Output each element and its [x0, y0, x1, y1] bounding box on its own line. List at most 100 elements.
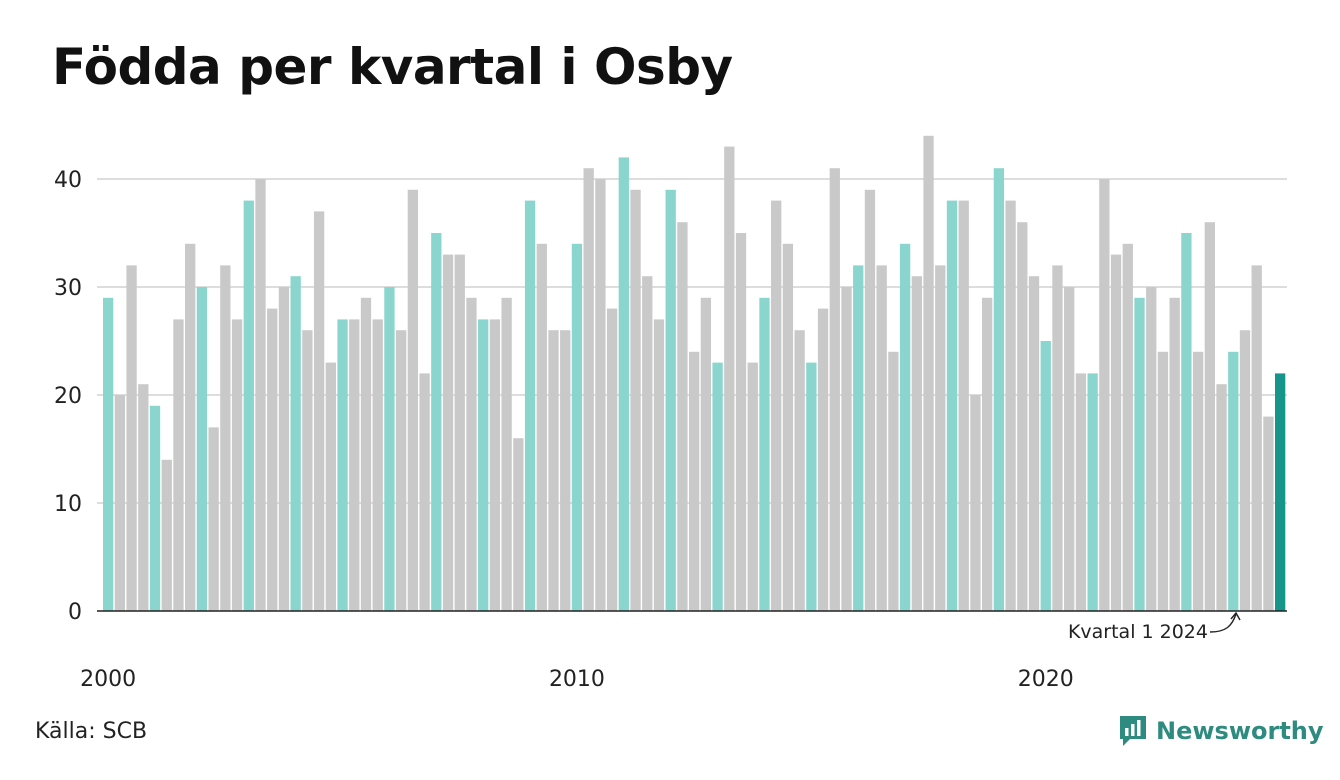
- bar-2020-q3: [1064, 287, 1075, 611]
- bar-2000-q1: [103, 297, 114, 611]
- bar-2014-q2: [771, 200, 782, 611]
- bar-2024-q1: [1228, 351, 1239, 611]
- axes: 2000 2010 2020: [80, 610, 1287, 692]
- bar-2008-q2: [489, 319, 501, 611]
- bar-2020-q1: [1040, 341, 1051, 611]
- bar-2007-q1: [431, 233, 442, 611]
- bar-2013-q2: [724, 146, 735, 611]
- y-tick-label: 10: [54, 492, 82, 517]
- bar-2017-q2: [911, 276, 922, 611]
- bar-2018-q2: [958, 200, 969, 611]
- bar-2003-q2: [255, 179, 266, 611]
- bar-2021-q3: [1110, 254, 1122, 611]
- bar-2015-q4: [841, 287, 852, 611]
- bar-2012-q3: [689, 351, 700, 611]
- bar-2012-q4: [700, 297, 712, 611]
- bar-2009-q4: [560, 330, 571, 611]
- bar-2004-q4: [325, 362, 336, 611]
- bar-2008-q1: [478, 319, 489, 611]
- bar-2024-q2: [1239, 330, 1251, 611]
- bar-2009-q1: [524, 200, 536, 611]
- bar-2003-q3: [267, 308, 278, 611]
- bar-2016-q1: [853, 265, 864, 611]
- bar-2002-q2: [208, 427, 219, 611]
- y-tick-label: 30: [54, 276, 82, 301]
- chart-title: Födda per kvartal i Osby: [52, 38, 733, 96]
- bar-2021-q4: [1122, 243, 1133, 612]
- annotation-arrowhead: [1230, 611, 1241, 621]
- bar-2008-q3: [501, 297, 512, 611]
- x-tick-label: 2020: [1018, 667, 1074, 692]
- annotation-arrow: [1209, 613, 1237, 633]
- bar-2017-q1: [899, 243, 911, 612]
- bar-2006-q1: [384, 287, 395, 611]
- bar-2017-q4: [935, 265, 946, 611]
- bar-2004-q3: [313, 211, 325, 611]
- bar-2003-q1: [243, 200, 254, 611]
- bar-2008-q4: [513, 438, 524, 611]
- bar-2013-q4: [747, 362, 758, 611]
- bar-2001-q2: [161, 459, 172, 611]
- bar-2021-q2: [1099, 179, 1110, 611]
- x-tick-label: 2010: [549, 667, 605, 692]
- bar-2017-q3: [923, 135, 934, 612]
- bar-2019-q4: [1028, 276, 1040, 611]
- bar-2022-q4: [1169, 297, 1180, 611]
- bar-2024-q4: [1263, 416, 1274, 611]
- bar-2013-q3: [735, 233, 747, 611]
- bar-2009-q2: [536, 243, 547, 612]
- bar-2010-q3: [595, 179, 606, 611]
- bar-2005-q4: [372, 319, 383, 611]
- brand-name: Newsworthy: [1156, 717, 1324, 745]
- bar-2014-q1: [759, 297, 770, 611]
- bar-2018-q3: [970, 395, 981, 611]
- bar-2004-q1: [290, 276, 301, 611]
- bar-2018-q1: [946, 200, 958, 611]
- bar-2023-q4: [1216, 384, 1227, 611]
- bar-2022-q3: [1157, 351, 1169, 611]
- bar-2007-q3: [454, 254, 465, 611]
- bar-2010-q4: [606, 308, 618, 611]
- x-tick-label: 2000: [80, 667, 136, 692]
- bar-2023-q1: [1181, 233, 1192, 611]
- bar-2019-q2: [1005, 200, 1016, 611]
- bar-2022-q2: [1146, 287, 1157, 611]
- bar-2023-q2: [1192, 351, 1204, 611]
- bar-2018-q4: [982, 297, 993, 611]
- bar-2012-q1: [665, 189, 676, 612]
- bar-2016-q4: [888, 351, 899, 611]
- bar-2000-q4: [138, 384, 149, 611]
- bar-2022-q1: [1134, 297, 1145, 611]
- bar-2004-q2: [302, 330, 313, 611]
- bar-2016-q2: [864, 189, 876, 612]
- bar-2005-q1: [337, 319, 348, 611]
- bar-2006-q3: [407, 189, 419, 612]
- bar-2002-q1: [196, 287, 208, 611]
- bar-2011-q4: [653, 319, 665, 611]
- bar-2024-q3: [1251, 265, 1262, 611]
- bar-2010-q1: [571, 243, 583, 612]
- bar-2006-q4: [419, 373, 430, 611]
- bar-2013-q1: [712, 362, 723, 611]
- bar-2012-q2: [677, 222, 688, 611]
- bar-2000-q2: [114, 395, 126, 611]
- bar-2002-q4: [231, 319, 243, 611]
- bar-2023-q3: [1204, 222, 1215, 611]
- bar-2009-q3: [548, 330, 559, 611]
- y-tick-label: 20: [54, 384, 82, 409]
- bar-2020-q2: [1052, 265, 1063, 611]
- bar-2011-q2: [630, 189, 641, 612]
- bar-2020-q4: [1075, 373, 1087, 611]
- bar-2015-q3: [829, 168, 840, 611]
- bar-2015-q1: [806, 362, 817, 611]
- bar-2014-q4: [794, 330, 805, 611]
- bar-2001-q1: [149, 405, 161, 611]
- bar-2000-q3: [126, 265, 137, 611]
- bar-2014-q3: [782, 243, 794, 612]
- bar-2005-q3: [360, 297, 372, 611]
- source-note: Källa: SCB: [35, 719, 148, 744]
- bar-2016-q3: [876, 265, 887, 611]
- bar-2019-q3: [1017, 222, 1028, 611]
- latest-quarter-label: Kvartal 1 2024: [1068, 621, 1208, 643]
